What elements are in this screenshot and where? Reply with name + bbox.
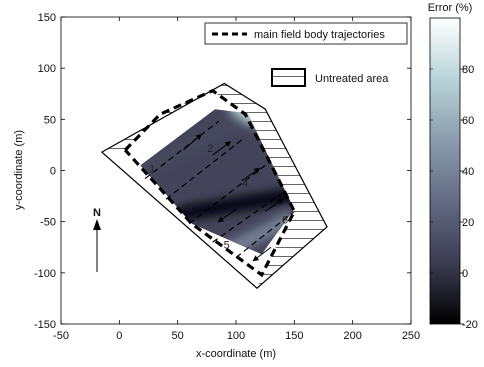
north-label: N — [93, 207, 101, 219]
x-tick-label: -50 — [53, 330, 69, 342]
colorbar: Error (%) -20 0 20 40 60 80 — [428, 2, 478, 331]
x-tick-label: 150 — [285, 330, 303, 342]
x-tick-label: 200 — [343, 330, 361, 342]
legend-hatch-swatch — [271, 68, 306, 87]
field-outline — [100, 82, 328, 289]
colorbar-tick-label: 60 — [462, 115, 474, 127]
colorbar-tick-label: 20 — [462, 217, 474, 229]
x-axis-title: x-coordinate (m) — [196, 348, 276, 360]
y-tick-label: -150 — [34, 319, 56, 331]
direction-arrow-1 — [183, 133, 202, 151]
x-axis-ticks: -50 0 50 100 150 200 250 — [53, 17, 420, 342]
x-tick-label: 250 — [402, 330, 420, 342]
direction-arrow-6 — [252, 246, 272, 262]
swath-label-6: 6 — [282, 215, 288, 227]
legend-trajectories-box — [204, 22, 408, 45]
direction-arrow-3 — [241, 167, 261, 182]
y-axis-title: y-coordinate (m) — [13, 130, 25, 210]
swath-line-5 — [235, 210, 295, 258]
x-tick-label: 100 — [227, 330, 245, 342]
y-tick-label: 150 — [38, 12, 56, 24]
direction-arrows-layer — [183, 133, 284, 262]
trajectory-layer — [124, 88, 297, 278]
x-tick-label: 0 — [116, 330, 122, 342]
colorbar-title: Error (%) — [428, 2, 473, 14]
swath-lines-layer — [144, 120, 295, 258]
untreated-area — [101, 83, 327, 289]
heatmap-band-1 — [175, 188, 295, 221]
swath-label-4: 4 — [242, 178, 248, 190]
colorbar-tick-label: -20 — [462, 319, 478, 331]
colorbar-tick-label: 80 — [462, 64, 474, 76]
swath-label-1: 1 — [149, 164, 155, 176]
y-axis-ticks: -150 -100 -50 0 50 100 150 — [34, 12, 411, 331]
legend-trajectories-label: main field body trajectories — [254, 29, 385, 41]
direction-arrow-5 — [264, 198, 284, 212]
y-tick-label: 100 — [38, 63, 56, 75]
y-tick-label: -100 — [34, 268, 56, 280]
swath-line-1 — [144, 120, 219, 180]
untreated-area-layer — [101, 83, 327, 289]
swath-line-3 — [188, 164, 266, 225]
heatmap-band-0 — [140, 110, 257, 176]
colorbar-scale — [429, 17, 461, 325]
swath-labels-layer: 1 2 3 4 5 6 — [149, 143, 288, 251]
swath-label-5: 5 — [224, 239, 230, 251]
legend-untreated-label: Untreated area — [315, 73, 389, 85]
field-outline-layer — [100, 82, 328, 289]
x-tick-label: 50 — [172, 330, 184, 342]
legend-trajectories: main field body trajectories — [204, 22, 408, 45]
colorbar-tick-label: 0 — [462, 268, 468, 280]
legend-untreated: Untreated area — [271, 68, 389, 87]
y-tick-label: 0 — [50, 166, 56, 178]
swath-label-3: 3 — [186, 202, 192, 214]
swath-line-4 — [212, 192, 284, 243]
colorbar-ticks: -20 0 20 40 60 80 — [430, 64, 478, 331]
y-tick-label: -50 — [40, 217, 56, 229]
direction-arrow-2 — [212, 141, 232, 156]
swath-label-2: 2 — [207, 143, 213, 155]
swath-line-2 — [165, 139, 243, 200]
direction-arrow-4 — [217, 208, 237, 223]
north-arrow: N — [93, 207, 101, 272]
north-arrow-head — [93, 219, 101, 230]
main-trajectory — [124, 88, 297, 278]
colorbar-tick-label: 40 — [462, 166, 474, 178]
y-tick-label: 50 — [44, 114, 56, 126]
